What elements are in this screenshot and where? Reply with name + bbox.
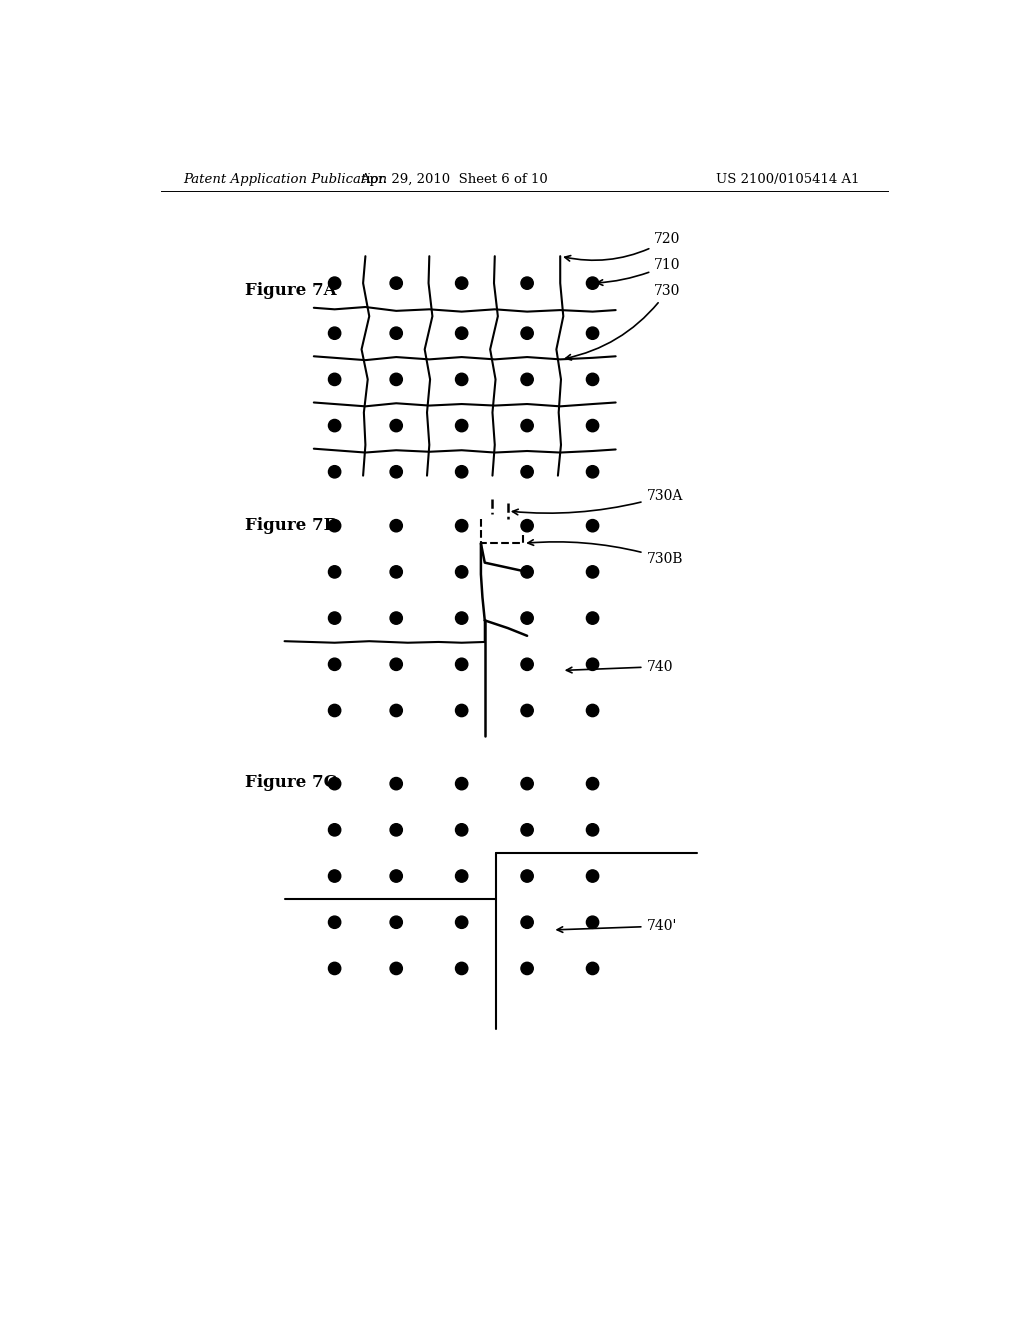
- Circle shape: [587, 659, 599, 671]
- Circle shape: [521, 612, 534, 624]
- Circle shape: [456, 420, 468, 432]
- Circle shape: [390, 374, 402, 385]
- Circle shape: [390, 566, 402, 578]
- Circle shape: [521, 327, 534, 339]
- Circle shape: [521, 466, 534, 478]
- Text: 730: 730: [565, 284, 681, 360]
- Circle shape: [329, 824, 341, 836]
- Circle shape: [521, 824, 534, 836]
- Text: US 2100/0105414 A1: US 2100/0105414 A1: [716, 173, 859, 186]
- Circle shape: [456, 277, 468, 289]
- Circle shape: [521, 870, 534, 882]
- Circle shape: [390, 466, 402, 478]
- Circle shape: [587, 420, 599, 432]
- Circle shape: [329, 777, 341, 789]
- Circle shape: [329, 612, 341, 624]
- Circle shape: [390, 612, 402, 624]
- Circle shape: [521, 374, 534, 385]
- Circle shape: [456, 374, 468, 385]
- Circle shape: [456, 327, 468, 339]
- Circle shape: [329, 870, 341, 882]
- Circle shape: [587, 916, 599, 928]
- Circle shape: [329, 520, 341, 532]
- Circle shape: [456, 659, 468, 671]
- Text: 730B: 730B: [528, 540, 683, 566]
- Circle shape: [329, 327, 341, 339]
- Circle shape: [587, 520, 599, 532]
- Circle shape: [456, 520, 468, 532]
- Circle shape: [329, 420, 341, 432]
- Circle shape: [390, 277, 402, 289]
- Circle shape: [390, 962, 402, 974]
- Circle shape: [587, 705, 599, 717]
- Circle shape: [329, 277, 341, 289]
- Circle shape: [456, 466, 468, 478]
- Circle shape: [329, 566, 341, 578]
- Circle shape: [456, 962, 468, 974]
- Circle shape: [456, 916, 468, 928]
- Circle shape: [521, 420, 534, 432]
- Circle shape: [390, 916, 402, 928]
- Circle shape: [390, 824, 402, 836]
- Circle shape: [587, 374, 599, 385]
- Circle shape: [329, 705, 341, 717]
- Text: 740: 740: [566, 660, 673, 673]
- Text: 710: 710: [597, 257, 681, 285]
- Circle shape: [456, 705, 468, 717]
- Circle shape: [521, 566, 534, 578]
- Circle shape: [456, 612, 468, 624]
- Circle shape: [456, 777, 468, 789]
- Text: 730A: 730A: [512, 488, 683, 515]
- Circle shape: [329, 374, 341, 385]
- Text: Figure 7B: Figure 7B: [245, 517, 337, 535]
- Circle shape: [390, 777, 402, 789]
- Circle shape: [390, 420, 402, 432]
- Circle shape: [587, 824, 599, 836]
- Circle shape: [521, 520, 534, 532]
- Circle shape: [390, 705, 402, 717]
- Circle shape: [521, 916, 534, 928]
- Text: Apr. 29, 2010  Sheet 6 of 10: Apr. 29, 2010 Sheet 6 of 10: [360, 173, 548, 186]
- Circle shape: [587, 327, 599, 339]
- Circle shape: [587, 612, 599, 624]
- Circle shape: [521, 659, 534, 671]
- Circle shape: [521, 705, 534, 717]
- Text: Figure 7A: Figure 7A: [245, 282, 336, 300]
- Circle shape: [390, 327, 402, 339]
- Circle shape: [456, 566, 468, 578]
- Circle shape: [521, 777, 534, 789]
- Circle shape: [587, 962, 599, 974]
- Text: 740': 740': [557, 919, 677, 933]
- Circle shape: [456, 870, 468, 882]
- Circle shape: [587, 777, 599, 789]
- Circle shape: [390, 870, 402, 882]
- Circle shape: [521, 277, 534, 289]
- Circle shape: [390, 659, 402, 671]
- Circle shape: [521, 962, 534, 974]
- Circle shape: [587, 277, 599, 289]
- Circle shape: [329, 916, 341, 928]
- Circle shape: [587, 566, 599, 578]
- Circle shape: [329, 659, 341, 671]
- Circle shape: [390, 520, 402, 532]
- Text: Patent Application Publication: Patent Application Publication: [183, 173, 387, 186]
- Circle shape: [587, 870, 599, 882]
- Circle shape: [329, 466, 341, 478]
- Text: Figure 7C: Figure 7C: [245, 774, 337, 791]
- Text: 720: 720: [565, 232, 681, 261]
- Circle shape: [587, 466, 599, 478]
- Circle shape: [456, 824, 468, 836]
- Circle shape: [329, 962, 341, 974]
